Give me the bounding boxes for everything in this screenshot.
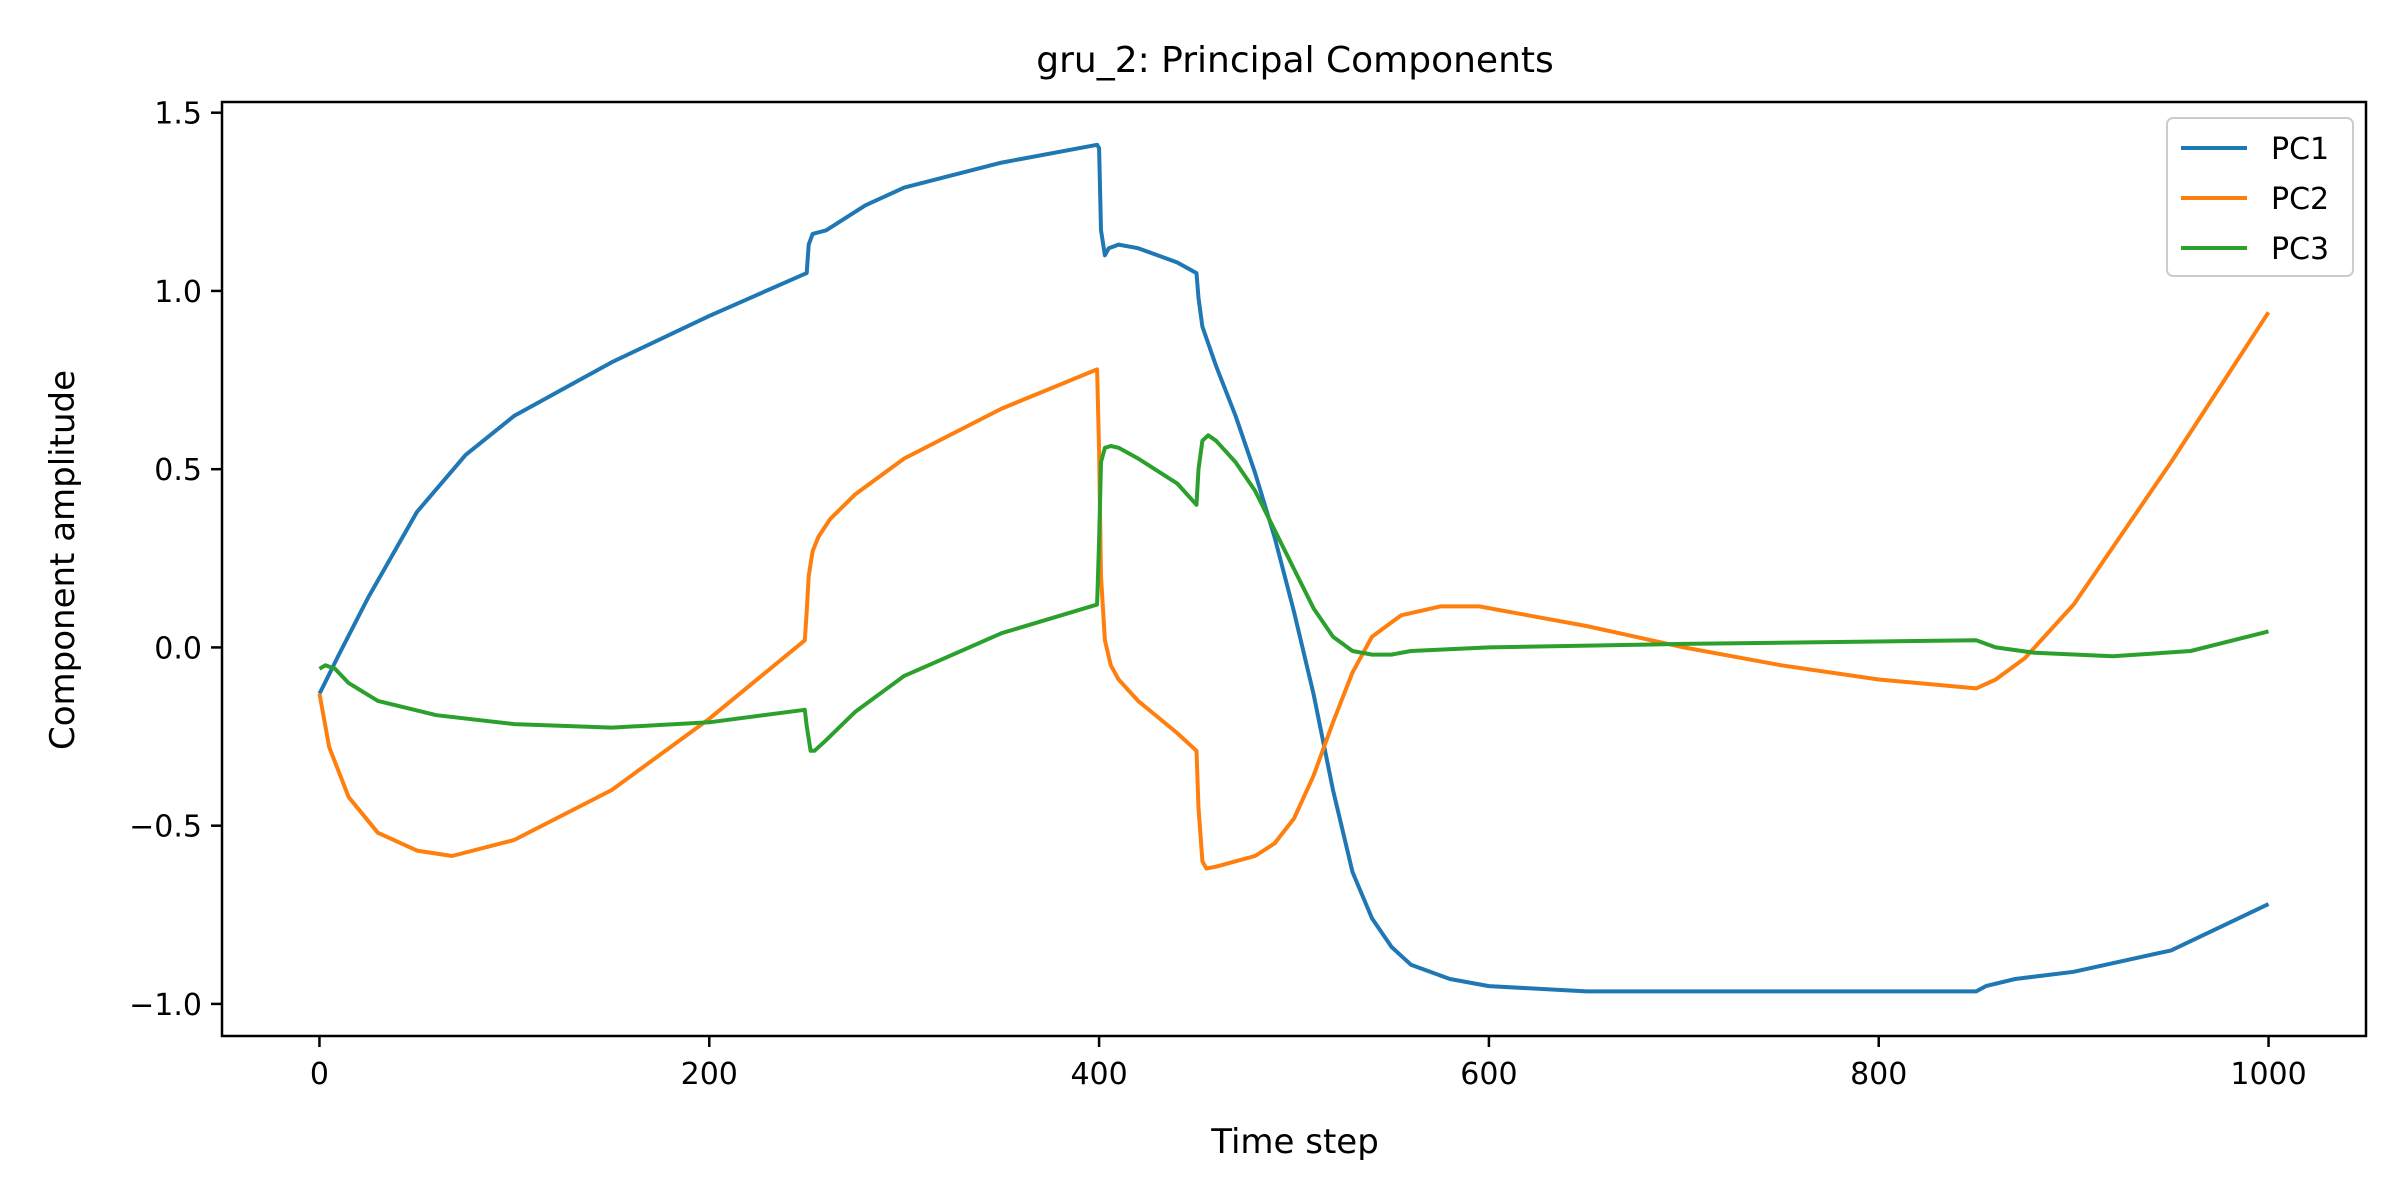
series-line-pc1	[317, 142, 2270, 994]
x-tick-label: 1000	[2230, 1057, 2306, 1092]
y-axis-ticks: −1.0 −0.5 0.0 0.5 1.0 1.5	[129, 97, 222, 1023]
y-tick-label: −1.0	[129, 988, 202, 1023]
chart-title: gru_2: Principal Components	[1036, 40, 1554, 81]
y-tick-label: 0.5	[154, 453, 202, 488]
legend: PC1 PC2 PC3	[2166, 117, 2354, 277]
series-layer	[317, 142, 2271, 994]
axes	[220, 100, 2368, 1038]
x-axis-label: Time step	[1210, 1122, 1379, 1162]
y-tick-label: 1.5	[154, 97, 202, 132]
y-tick-label: 0.0	[154, 631, 202, 666]
y-tick-label: 1.0	[154, 275, 202, 310]
legend-label-pc2: PC2	[2271, 182, 2329, 217]
legend-box	[2166, 117, 2354, 277]
x-tick-label: 600	[1460, 1057, 1517, 1092]
x-axis-ticks: 0 200 400 600 800 1000	[310, 1036, 2307, 1092]
x-tick-label: 200	[681, 1057, 738, 1092]
series-line-pc2	[317, 311, 2271, 871]
y-axis-label: Component amplitude	[43, 370, 83, 750]
series-line-pc3	[318, 433, 2269, 753]
x-tick-label: 800	[1850, 1057, 1907, 1092]
x-tick-label: 0	[310, 1057, 329, 1092]
legend-label-pc1: PC1	[2271, 132, 2329, 167]
y-tick-label: −0.5	[129, 810, 202, 845]
axes-frame	[220, 100, 2368, 1038]
x-tick-label: 400	[1070, 1057, 1127, 1092]
legend-label-pc3: PC3	[2271, 232, 2329, 267]
